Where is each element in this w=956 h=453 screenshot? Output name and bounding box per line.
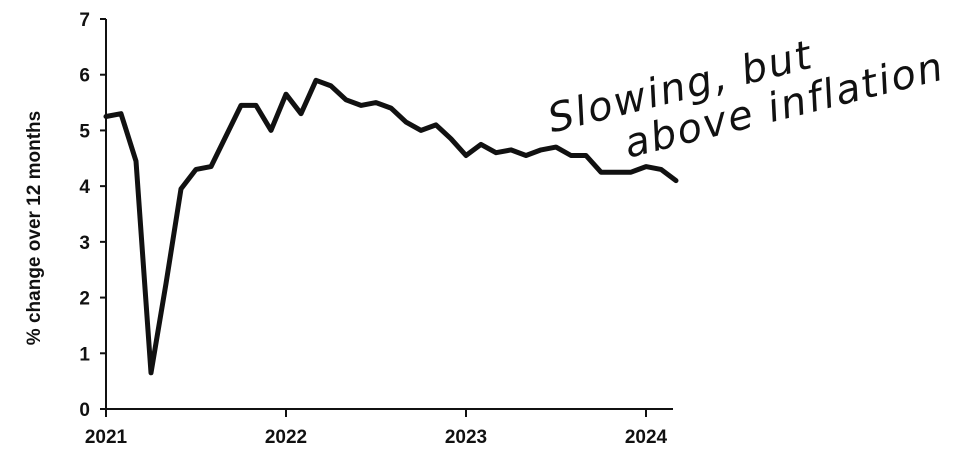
y-tick-label: 0 <box>79 400 90 421</box>
y-tick-label: 2 <box>79 289 90 310</box>
data-points <box>105 80 677 373</box>
handwritten-annotation: Slowing, but above inflation <box>543 32 949 168</box>
y-tick-label: 5 <box>79 121 90 142</box>
y-axis-ticks: 0 1 2 3 4 5 6 7 <box>79 10 106 421</box>
y-tick-label: 4 <box>79 177 90 198</box>
y-tick-label: 3 <box>79 233 90 254</box>
y-axis-title: % change over 12 months <box>24 111 45 345</box>
x-tick-label: 2023 <box>445 427 487 448</box>
y-tick-label: 6 <box>79 66 90 87</box>
x-tick-label: 2021 <box>85 427 128 448</box>
y-tick-label: 7 <box>79 10 90 31</box>
x-tick-label: 2022 <box>265 427 307 448</box>
x-tick-label: 2024 <box>625 427 668 448</box>
y-tick-label: 1 <box>79 344 90 365</box>
x-axis-ticks: 2021 2022 2023 2024 <box>85 409 668 448</box>
